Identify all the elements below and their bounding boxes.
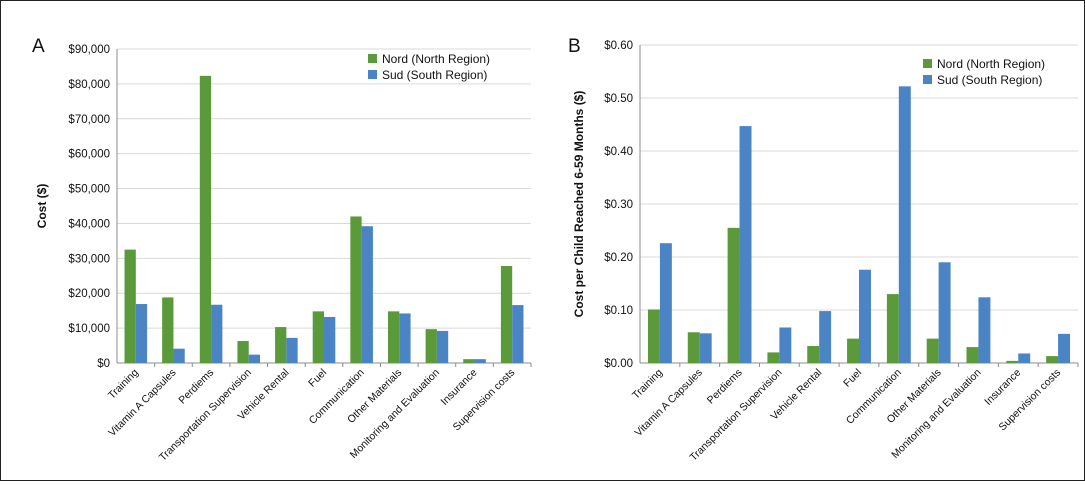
bar-nord [807,346,819,363]
bar-nord [688,332,700,363]
y-tick-label: $0.10 [604,305,633,317]
category-label: Fuel [841,367,864,390]
bar-nord [200,76,211,363]
category-label: Training [630,367,665,402]
bar-sud [136,304,147,363]
bar-sud [512,305,523,363]
bar-sud [1018,353,1030,363]
bar-sud [249,355,260,363]
bar-sud [173,349,184,363]
y-tick-label: $20,000 [68,288,110,300]
bar-nord [313,311,324,363]
bar-nord [501,266,512,363]
bar-nord [1046,356,1058,363]
bar-sud [899,86,911,363]
y-tick-label: $70,000 [68,114,110,126]
y-tick-label: $50,000 [68,184,110,196]
legend-swatch-nord [368,54,377,63]
category-label: Vitamin A Capsules [633,367,705,439]
y-tick-label: $40,000 [68,218,110,230]
bar-sud [740,126,752,363]
bar-nord [388,311,399,363]
y-tick-label: $0.60 [604,40,633,52]
bar-sud [399,313,410,363]
chart-a-svg: A $0 $10,000 $20,000 $30,000 $40,000 $50,000 $6… [1,1,543,480]
bar-nord [463,359,474,363]
bar-nord [767,352,779,363]
bar-sud [978,297,990,363]
legend-swatch-sud [923,75,932,84]
category-label: Training [106,367,141,402]
bar-sud [1058,334,1070,363]
panel-label: A [32,36,45,57]
legend-swatch-sud [368,70,377,79]
category-label: Fuel [306,367,329,390]
bar-sud [211,305,222,363]
bar-sud [324,317,335,363]
bar-nord [237,341,248,363]
y-tick-label: $10,000 [68,323,110,335]
legend-label-sud: Sud (South Region) [937,73,1042,87]
y-tick-label: $0.40 [604,146,633,158]
bar-nord [125,250,136,363]
y-tick-label: $0.30 [604,199,633,211]
bar-nord [648,309,660,363]
bar-nord [847,339,859,363]
bar-nord [728,228,740,363]
bar-nord [350,216,361,363]
chart-panel-b: B $0.00 $0.10 $0.20 $0.30 $0.40 $0.50 $0.60 Cost… [543,1,1084,480]
y-tick-label: $0.50 [604,93,633,105]
bar-sud [779,327,791,363]
bar-sud [362,226,373,363]
bar-sud [859,270,871,363]
bar-nord [275,327,286,363]
bar-sud [437,331,448,363]
y-tick-label: $0.00 [604,358,633,370]
y-axis-title: Cost per Child Reached 6-59 Months ($) [572,91,586,318]
bar-sud [660,243,672,363]
legend-swatch-nord [923,59,932,68]
y-tick-label: $80,000 [68,79,110,91]
bar-sud [939,262,951,363]
chart-b-svg: B $0.00 $0.10 $0.20 $0.30 $0.40 $0.50 $0.60 Cost… [543,1,1084,480]
bar-nord [426,329,437,363]
y-tick-label: $30,000 [68,253,110,265]
bar-nord [887,294,899,363]
chart-panel-a: A $0 $10,000 $20,000 $30,000 $40,000 $50,000 $6… [1,1,543,480]
bar-sud [700,333,712,363]
category-label: Insurance [982,367,1023,408]
y-tick-label: $60,000 [68,149,110,161]
bar-sud [286,338,297,363]
bar-nord [1006,361,1018,363]
bar-sud [819,311,831,363]
category-label: Perdiems [705,367,745,407]
legend-label-sud: Sud (South Region) [382,68,487,82]
y-axis-title: Cost ($) [35,184,49,229]
bar-sud [475,359,486,363]
legend-label-nord: Nord (North Region) [937,57,1045,71]
bar-nord [162,297,173,363]
y-tick-label: $90,000 [68,44,110,56]
panel-label: B [568,36,581,57]
y-tick-label: $0 [97,358,110,370]
y-tick-label: $0.20 [604,252,633,264]
legend-label-nord: Nord (North Region) [382,52,490,66]
bar-nord [967,347,979,363]
category-label: Vitamin A Capsules [106,367,178,439]
bar-nord [927,339,939,363]
